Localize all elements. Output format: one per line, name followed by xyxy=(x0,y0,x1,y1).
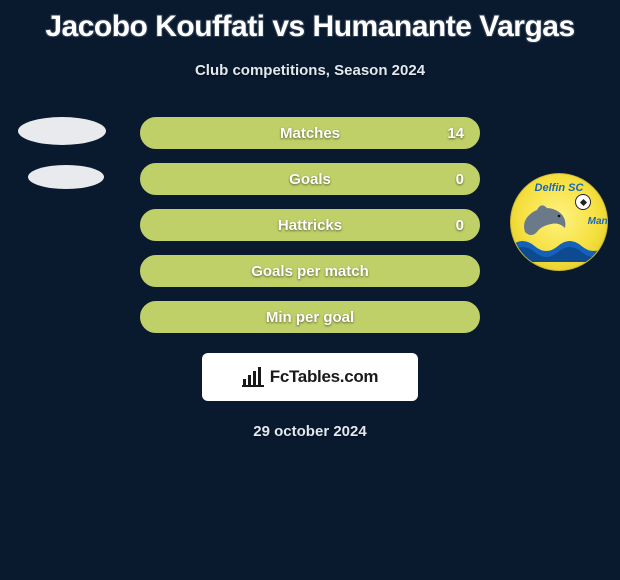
stat-label: Min per goal xyxy=(266,309,354,326)
soccer-ball-icon xyxy=(575,194,591,210)
stat-value-right: 0 xyxy=(456,217,464,234)
stat-label: Goals per match xyxy=(251,263,369,280)
stat-bar-matches: Matches 14 xyxy=(140,117,480,149)
stat-label: Matches xyxy=(280,125,340,142)
bar-chart-icon xyxy=(242,367,264,387)
player-right-club-badge: Delfin SC Mant xyxy=(510,173,608,271)
page-title: Jacobo Kouffati vs Humanante Vargas xyxy=(0,0,620,44)
footer-date: 29 october 2024 xyxy=(0,423,620,440)
stat-value-right: 14 xyxy=(447,125,464,142)
club-badge: Delfin SC Mant xyxy=(510,173,608,271)
player-left-avatar-group xyxy=(18,117,106,189)
waves-icon xyxy=(511,232,607,262)
avatar-placeholder-oval xyxy=(28,165,104,189)
stats-container: Delfin SC Mant Matches 14 Goals 0 Hattri… xyxy=(0,117,620,333)
subtitle: Club competitions, Season 2024 xyxy=(0,62,620,79)
stat-bar-goals: Goals 0 xyxy=(140,163,480,195)
stat-label: Hattricks xyxy=(278,217,342,234)
stat-value-right: 0 xyxy=(456,171,464,188)
brand-attribution[interactable]: FcTables.com xyxy=(202,353,418,401)
avatar-placeholder-oval xyxy=(18,117,106,145)
stat-bar-goals-per-match: Goals per match xyxy=(140,255,480,287)
stat-label: Goals xyxy=(289,171,331,188)
club-badge-city: Mant xyxy=(588,216,608,227)
club-badge-name: Delfin SC xyxy=(535,182,584,194)
stat-bar-min-per-goal: Min per goal xyxy=(140,301,480,333)
brand-name: FcTables.com xyxy=(270,367,379,387)
stat-bar-hattricks: Hattricks 0 xyxy=(140,209,480,241)
